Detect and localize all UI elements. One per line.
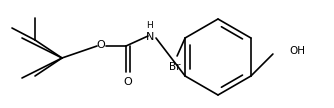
Text: H: H	[147, 21, 153, 30]
Text: Br: Br	[169, 62, 181, 72]
Text: N: N	[146, 32, 154, 42]
Text: O: O	[124, 77, 132, 87]
Text: O: O	[97, 40, 105, 50]
Text: OH: OH	[289, 46, 305, 56]
